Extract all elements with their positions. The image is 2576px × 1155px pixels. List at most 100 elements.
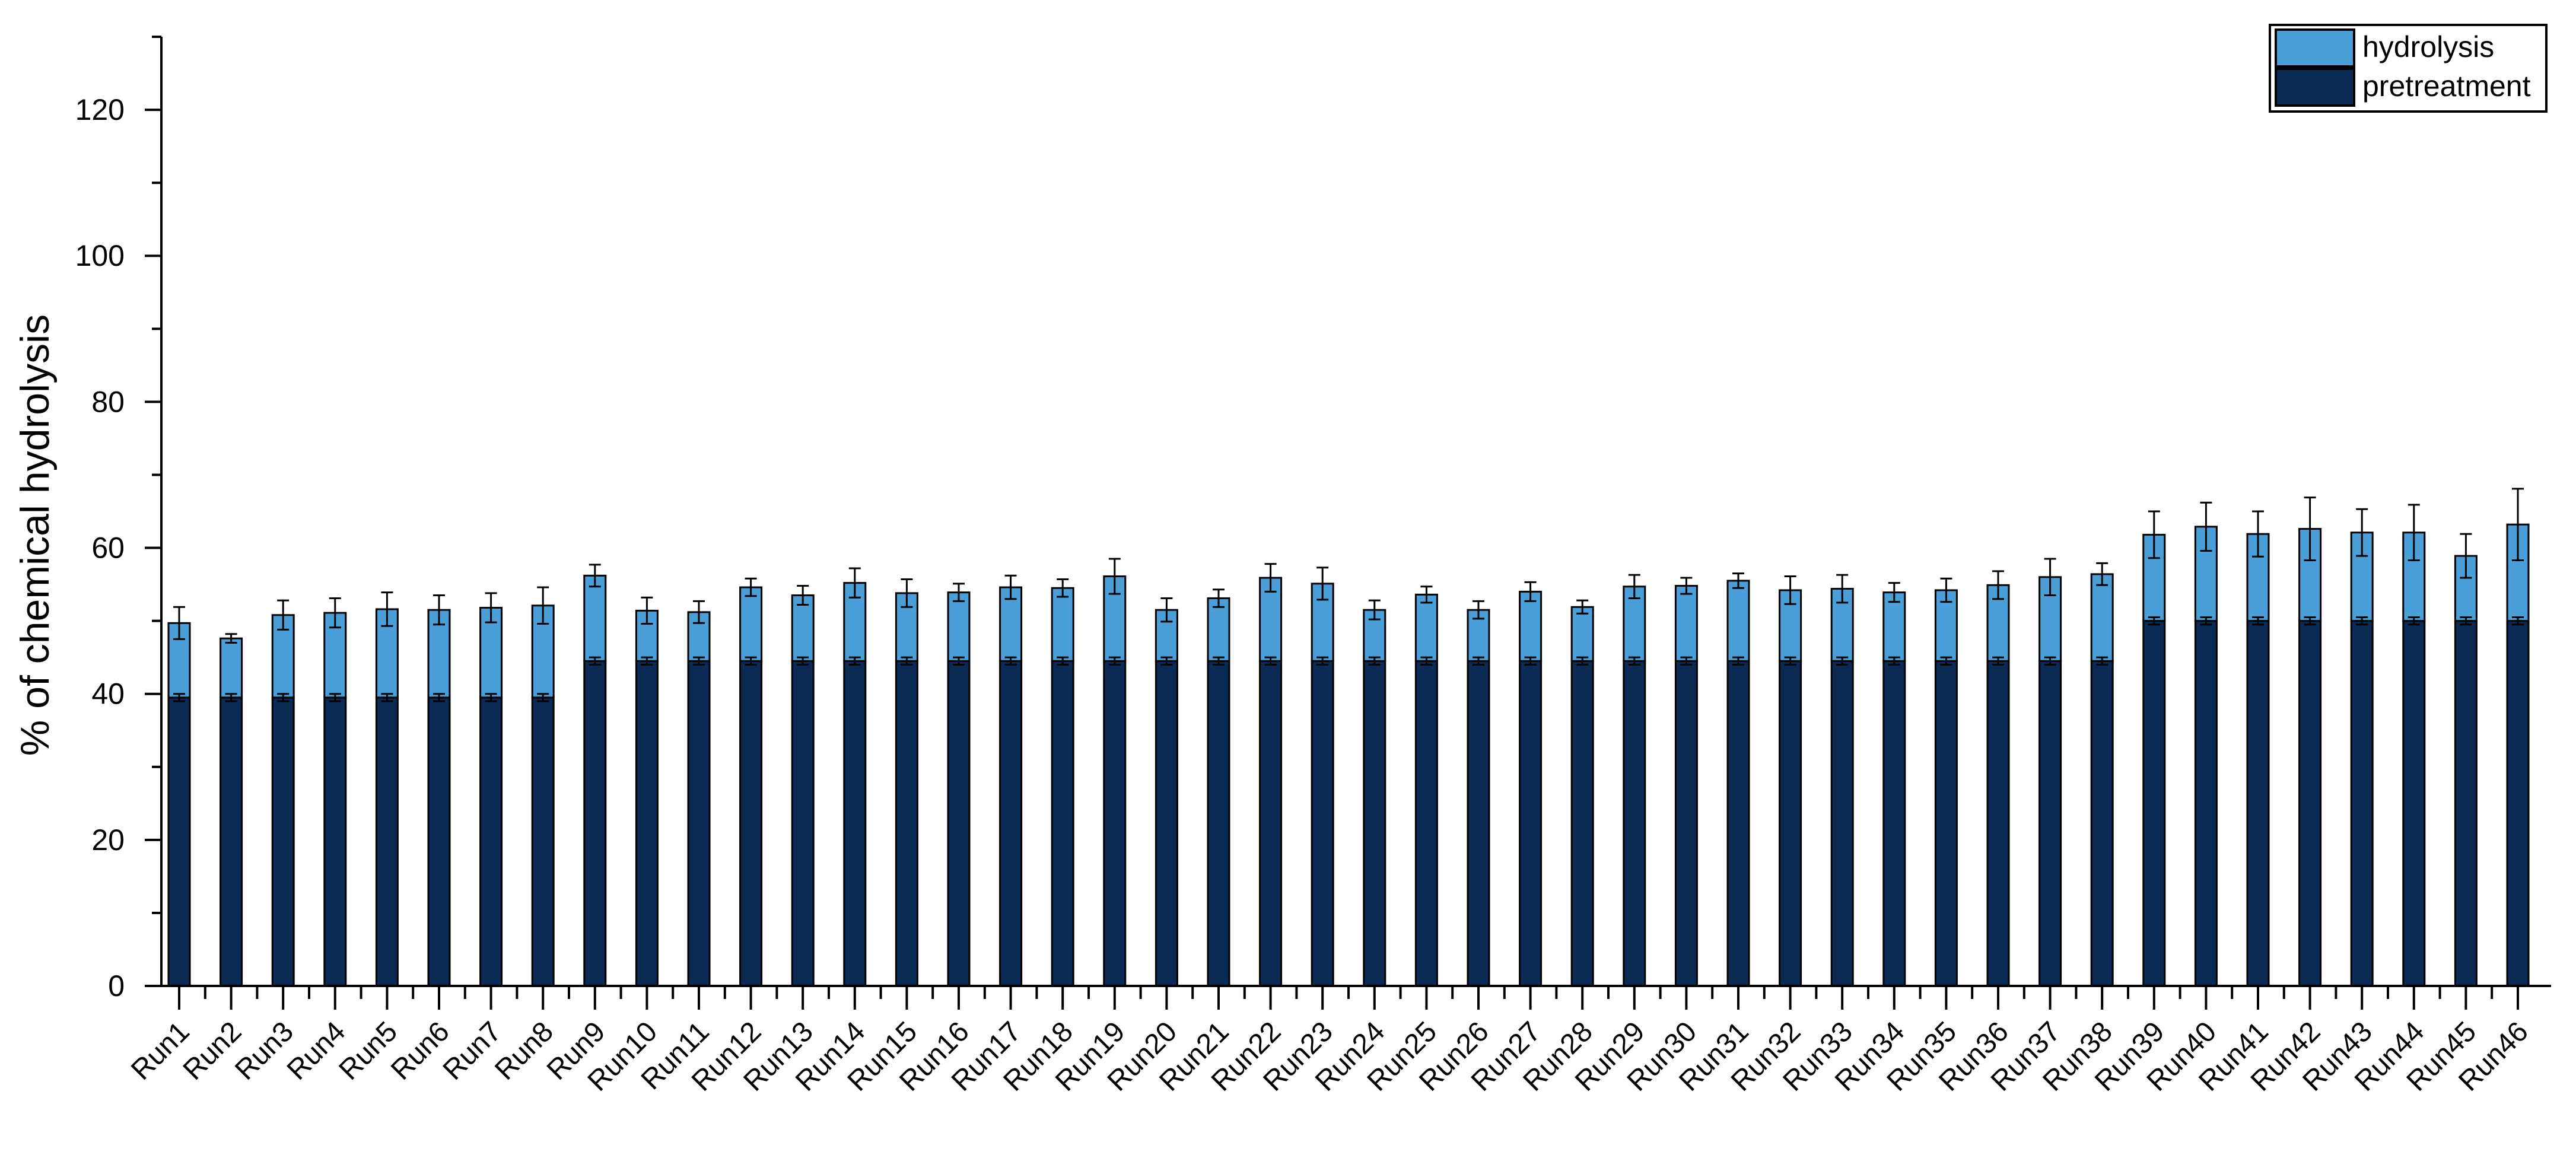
bar-pretreatment-Run45 — [2454, 620, 2478, 987]
x-tick-label: Run6 — [385, 1016, 456, 1086]
errorbar-pretreatment-Run39 — [2148, 616, 2160, 626]
errorbar-hydrolysis-Run23 — [1316, 567, 1329, 601]
errorbar-pretreatment-Run33 — [1836, 656, 1849, 666]
bar-pretreatment-Run8 — [531, 696, 555, 987]
x-tick-label: Run5 — [333, 1016, 404, 1086]
errorbar-pretreatment-Run17 — [1004, 656, 1017, 666]
errorbar-hydrolysis-Run32 — [1784, 575, 1796, 605]
errorbar-hydrolysis-Run24 — [1368, 599, 1381, 621]
bar-pretreatment-Run3 — [271, 696, 295, 987]
bar-hydrolysis-Run27 — [1519, 590, 1543, 662]
errorbar-hydrolysis-Run3 — [277, 599, 290, 631]
errorbar-hydrolysis-Run9 — [589, 564, 601, 588]
errorbar-pretreatment-Run20 — [1160, 656, 1173, 666]
errorbar-hydrolysis-Run5 — [381, 591, 393, 627]
bar-hydrolysis-Run12 — [739, 586, 763, 662]
x-tick-label: Run7 — [437, 1016, 508, 1086]
errorbar-pretreatment-Run23 — [1316, 656, 1329, 666]
bar-hydrolysis-Run31 — [1726, 580, 1750, 662]
errorbar-hydrolysis-Run25 — [1420, 586, 1433, 604]
errorbar-hydrolysis-Run44 — [2408, 504, 2420, 561]
errorbar-pretreatment-Run31 — [1732, 656, 1744, 666]
legend: hydrolysis pretreatment — [2269, 24, 2548, 113]
errorbar-pretreatment-Run10 — [641, 656, 653, 666]
x-tick-label: Run8 — [489, 1016, 559, 1086]
errorbar-hydrolysis-Run17 — [1004, 574, 1017, 600]
y-tick-label: 80 — [91, 385, 125, 418]
bar-pretreatment-Run14 — [843, 660, 867, 987]
errorbar-hydrolysis-Run20 — [1160, 597, 1173, 623]
errorbar-hydrolysis-Run42 — [2304, 497, 2316, 561]
bar-pretreatment-Run34 — [1882, 660, 1906, 987]
bar-pretreatment-Run42 — [2298, 620, 2322, 987]
errorbar-pretreatment-Run8 — [537, 693, 549, 702]
bar-pretreatment-Run30 — [1674, 660, 1698, 987]
y-tick-label: 60 — [91, 532, 125, 565]
errorbar-hydrolysis-Run33 — [1836, 574, 1849, 604]
errorbar-hydrolysis-Run11 — [693, 600, 705, 624]
bar-pretreatment-Run44 — [2402, 620, 2426, 987]
errorbar-pretreatment-Run28 — [1576, 656, 1589, 666]
errorbar-pretreatment-Run7 — [485, 693, 497, 702]
errorbar-pretreatment-Run2 — [225, 693, 237, 702]
errorbar-pretreatment-Run22 — [1264, 656, 1277, 666]
bar-pretreatment-Run29 — [1623, 660, 1646, 987]
bar-pretreatment-Run7 — [479, 696, 503, 987]
errorbar-pretreatment-Run14 — [848, 656, 861, 666]
bar-hydrolysis-Run13 — [791, 594, 815, 662]
x-tick-label: Run2 — [177, 1016, 248, 1086]
errorbar-pretreatment-Run4 — [329, 693, 341, 702]
bar-hydrolysis-Run16 — [947, 591, 971, 662]
errorbar-hydrolysis-Run35 — [1940, 577, 1952, 603]
y-tick-label: 20 — [91, 823, 125, 857]
bar-hydrolysis-Run38 — [2090, 573, 2114, 662]
errorbar-pretreatment-Run26 — [1473, 656, 1484, 666]
errorbar-hydrolysis-Run19 — [1108, 558, 1121, 595]
bar-pretreatment-Run28 — [1570, 660, 1594, 987]
errorbar-pretreatment-Run45 — [2460, 616, 2472, 626]
errorbar-pretreatment-Run1 — [173, 693, 185, 702]
errorbar-hydrolysis-Run7 — [485, 592, 497, 623]
errorbar-hydrolysis-Run12 — [745, 577, 757, 597]
errorbar-hydrolysis-Run31 — [1732, 572, 1744, 589]
errorbar-pretreatment-Run6 — [433, 693, 445, 702]
legend-swatch-hydrolysis — [2275, 28, 2355, 68]
bar-pretreatment-Run24 — [1363, 660, 1386, 987]
errorbar-pretreatment-Run3 — [277, 693, 290, 702]
bar-hydrolysis-Run25 — [1414, 593, 1438, 662]
errorbar-pretreatment-Run46 — [2512, 616, 2524, 626]
y-tick-label: 120 — [75, 93, 125, 126]
errorbar-hydrolysis-Run14 — [848, 567, 861, 599]
errorbar-hydrolysis-Run21 — [1213, 588, 1225, 608]
bar-pretreatment-Run19 — [1103, 660, 1127, 987]
errorbar-hydrolysis-Run45 — [2460, 533, 2472, 579]
errorbar-hydrolysis-Run15 — [901, 578, 913, 608]
errorbars-layer — [173, 488, 2524, 702]
errorbar-pretreatment-Run25 — [1420, 656, 1433, 666]
errorbar-pretreatment-Run9 — [589, 656, 601, 666]
legend-swatch-pretreatment — [2275, 68, 2355, 107]
bar-hydrolysis-Run22 — [1259, 577, 1283, 662]
errorbar-pretreatment-Run12 — [745, 656, 757, 666]
bar-pretreatment-Run26 — [1467, 660, 1490, 987]
errorbar-pretreatment-Run35 — [1940, 656, 1952, 666]
errorbar-pretreatment-Run32 — [1784, 656, 1796, 666]
errorbar-hydrolysis-Run36 — [1992, 570, 2004, 600]
y-tick-label: 0 — [108, 969, 125, 1003]
bar-pretreatment-Run10 — [635, 660, 659, 987]
legend-label-hydrolysis: hydrolysis — [2362, 30, 2494, 63]
errorbar-hydrolysis-Run22 — [1264, 563, 1277, 593]
errorbar-hydrolysis-Run16 — [953, 583, 965, 602]
errorbar-hydrolysis-Run30 — [1680, 577, 1693, 595]
bar-pretreatment-Run23 — [1311, 660, 1334, 987]
bar-hydrolysis-Run28 — [1570, 606, 1594, 662]
x-tick-label: Run1 — [125, 1016, 196, 1086]
bar-pretreatment-Run13 — [791, 660, 815, 987]
bar-pretreatment-Run1 — [167, 696, 191, 987]
bar-pretreatment-Run32 — [1779, 660, 1802, 987]
errorbar-pretreatment-Run13 — [797, 656, 809, 666]
errorbar-hydrolysis-Run34 — [1888, 582, 1900, 603]
errorbar-pretreatment-Run42 — [2304, 616, 2316, 626]
bar-pretreatment-Run11 — [687, 660, 711, 987]
